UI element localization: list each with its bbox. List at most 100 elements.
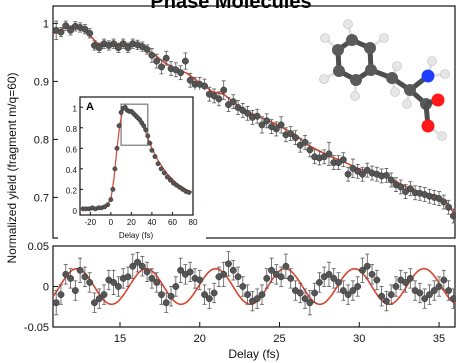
data-point <box>110 186 116 192</box>
data-point <box>349 287 357 294</box>
data-point <box>119 40 127 48</box>
y-tick-label: 0.6 <box>66 145 78 154</box>
data-point <box>143 268 151 276</box>
data-point <box>210 289 218 297</box>
data-point <box>143 127 149 133</box>
data-point <box>234 273 242 281</box>
data-point <box>339 287 347 294</box>
data-point <box>57 291 65 299</box>
data-point <box>368 270 376 278</box>
data-point <box>449 212 456 220</box>
data-point <box>325 270 333 278</box>
data-point <box>335 279 342 286</box>
data-point <box>134 258 141 266</box>
data-point <box>141 123 147 129</box>
data-point <box>95 44 103 52</box>
x-tick-label: 40 <box>147 218 156 227</box>
y-tick-label: 0.8 <box>34 134 49 146</box>
data-point <box>287 274 295 282</box>
data-point <box>263 274 271 282</box>
data-point <box>287 130 295 138</box>
data-point <box>339 156 347 164</box>
data-point <box>71 287 79 294</box>
data-point <box>282 262 290 270</box>
main-frame <box>52 5 456 239</box>
data-point <box>277 121 285 129</box>
data-point <box>215 95 223 103</box>
data-point <box>149 147 155 153</box>
data-point <box>244 109 252 117</box>
y-tick-label: 0.7 <box>34 192 49 204</box>
data-point <box>392 283 400 290</box>
x-tick-label: 15 <box>114 333 126 345</box>
x-tick-label: 35 <box>433 333 445 345</box>
data-point <box>406 185 414 193</box>
data-point <box>220 270 228 278</box>
data-point <box>105 202 111 208</box>
data-point <box>158 63 165 71</box>
data-point <box>239 283 247 290</box>
data-point <box>86 29 94 37</box>
data-point <box>292 134 299 142</box>
data-point <box>268 266 275 274</box>
data-point <box>277 273 285 281</box>
data-point <box>67 274 74 282</box>
data-point <box>57 28 65 36</box>
inset-points <box>80 104 192 212</box>
data-point <box>359 170 366 178</box>
data-point <box>186 76 194 84</box>
data-point <box>253 295 261 303</box>
data-point <box>315 279 323 286</box>
data-point <box>440 198 448 206</box>
data-point <box>158 291 165 299</box>
data-point <box>244 291 252 299</box>
data-point <box>406 274 414 282</box>
data-point <box>81 273 89 281</box>
data-point <box>220 86 228 94</box>
data-point <box>155 161 161 167</box>
data-point <box>76 266 84 274</box>
data-point <box>229 98 237 106</box>
data-point <box>112 166 118 172</box>
x-tick-label: -20 <box>84 218 96 227</box>
data-point <box>445 203 453 211</box>
data-point <box>344 170 352 178</box>
data-point <box>359 266 366 274</box>
y-axis-label: Normalized yield (fragment m/q=60) <box>5 72 19 263</box>
y-tick-label: 0 <box>43 282 49 294</box>
data-point <box>153 57 161 65</box>
data-point <box>311 289 319 297</box>
x-axis-label: Delay (fs) <box>228 347 279 361</box>
data-point <box>177 69 185 77</box>
data-point <box>272 125 280 133</box>
x-tick-label: 25 <box>273 333 285 345</box>
x-tick-label: 60 <box>168 218 177 227</box>
data-point <box>426 291 433 299</box>
y-tick-label: 1 <box>73 104 78 113</box>
data-point <box>201 82 208 90</box>
data-point <box>301 138 309 146</box>
data-point <box>100 291 108 299</box>
data-point <box>52 299 60 307</box>
data-point <box>325 150 333 158</box>
data-point <box>153 279 161 286</box>
y-tick-label: 1 <box>43 18 49 30</box>
data-point <box>253 112 261 120</box>
main-points <box>52 20 456 224</box>
inset-label: A <box>86 101 94 113</box>
data-point <box>201 291 208 299</box>
data-point <box>110 40 118 48</box>
data-point <box>167 292 175 300</box>
data-point <box>86 279 94 286</box>
data-point <box>114 283 122 290</box>
data-point <box>378 292 386 300</box>
data-point <box>373 276 381 284</box>
data-point <box>167 177 173 183</box>
data-point <box>205 295 213 303</box>
data-point <box>416 289 424 297</box>
data-point <box>181 57 189 65</box>
data-point <box>382 171 390 179</box>
inset-panel: A 0 0.2 0.4 0.6 0.8 1 -20 0 20 40 60 80 Delay (fs) <box>58 90 206 246</box>
data-point <box>95 295 103 303</box>
data-point <box>387 176 395 184</box>
